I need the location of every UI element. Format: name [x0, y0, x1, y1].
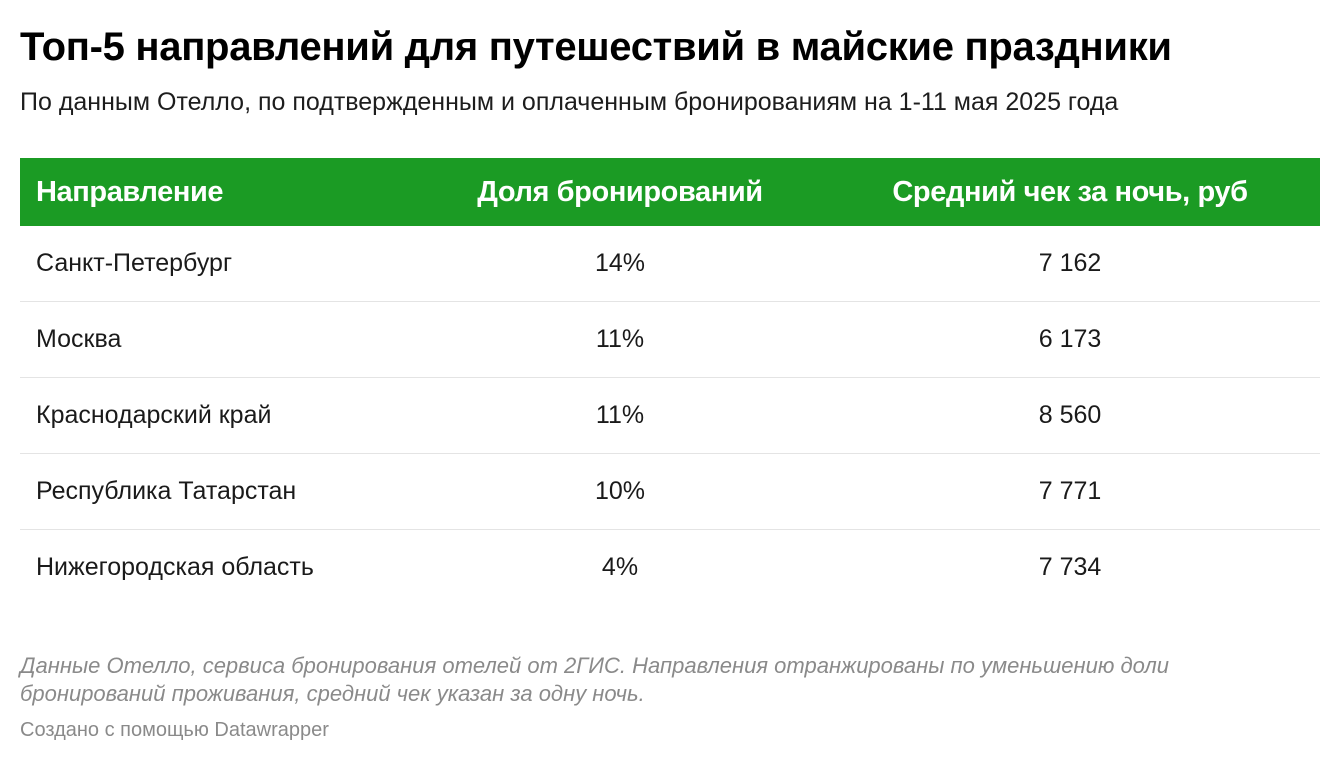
chart-title: Топ-5 направлений для путешествий в майс…: [20, 25, 1172, 69]
table-row: Краснодарский край 11% 8 560: [20, 377, 1320, 454]
cell-share: 11%: [420, 377, 820, 454]
column-header-avg-check[interactable]: Средний чек за ночь, руб: [892, 175, 1248, 208]
cell-direction: Республика Татарстан: [20, 453, 420, 530]
cell-avg-check: 7 162: [820, 226, 1320, 302]
cell-share: 11%: [420, 301, 820, 378]
cell-share: 10%: [420, 453, 820, 530]
table-header: Направление Доля бронирований Средний че…: [20, 158, 1320, 226]
table-body: Санкт-Петербург 14% 7 162 Москва 11% 6 1…: [20, 226, 1320, 605]
chart-credit[interactable]: Создано с помощью Datawrapper: [20, 719, 329, 741]
header-row: Направление Доля бронирований Средний че…: [20, 158, 1320, 226]
cell-direction: Москва: [20, 301, 420, 378]
table-row: Нижегородская область 4% 7 734: [20, 530, 1320, 606]
chart-notes: Данные Отелло, сервиса бронирования отел…: [20, 653, 1170, 706]
column-header-direction[interactable]: Направление: [36, 175, 224, 208]
cell-share: 14%: [420, 226, 820, 302]
cell-direction: Нижегородская область: [36, 553, 314, 581]
cell-avg-check: 7 771: [820, 453, 1320, 530]
table-row: Санкт-Петербург 14% 7 162: [20, 226, 1320, 302]
table-row: Республика Татарстан 10% 7 771: [20, 453, 1320, 530]
cell-share: 4%: [601, 553, 639, 581]
column-header-share[interactable]: Доля бронирований: [477, 175, 763, 208]
table-row: Москва 11% 6 173: [20, 301, 1320, 378]
cell-direction: Краснодарский край: [20, 377, 420, 454]
data-table: Направление Доля бронирований Средний че…: [20, 158, 1320, 605]
cell-avg-check: 6 173: [820, 301, 1320, 378]
cell-direction: Санкт-Петербург: [20, 226, 420, 302]
cell-avg-check: 7 734: [1038, 553, 1102, 581]
chart-container: Топ-5 направлений для путешествий в майс…: [20, 0, 1320, 605]
chart-subtitle: По данным Отелло, по подтвержденным и оп…: [20, 88, 1119, 116]
cell-avg-check: 8 560: [820, 377, 1320, 454]
